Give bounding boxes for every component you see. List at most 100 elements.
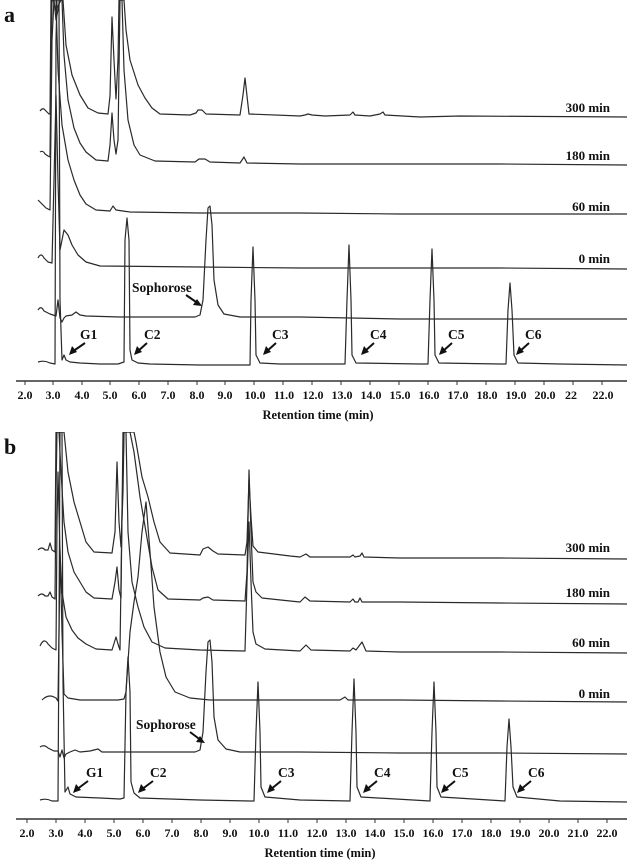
svg-text:10.0: 10.0: [249, 826, 270, 840]
peak-label-c3: C3: [272, 327, 289, 342]
svg-text:20.0: 20.0: [539, 826, 560, 840]
svg-text:22.0: 22.0: [597, 826, 618, 840]
peak-label-sophorose: Sophorose: [132, 280, 192, 295]
svg-text:6.0: 6.0: [136, 826, 151, 840]
peak-label-c5: C5: [448, 327, 465, 342]
svg-text:19.0: 19.0: [510, 826, 531, 840]
x-axis-title: Retention time (min): [264, 846, 375, 860]
svg-text:2.0: 2.0: [20, 826, 35, 840]
peak-label-sophorose: Sophorose: [136, 717, 196, 732]
trace-0min: [41, 501, 628, 703]
svg-text:11.0: 11.0: [274, 388, 294, 402]
x-axis-tick-labels: 2.0 3.0 4.0 5.0 6.0 7.0 8.0 9.0 10.0 11.…: [20, 826, 618, 840]
svg-text:12.0: 12.0: [307, 826, 328, 840]
svg-text:22.0: 22.0: [593, 388, 614, 402]
svg-text:2.0: 2.0: [18, 388, 33, 402]
trace-300min: [37, 432, 628, 560]
svg-text:7.0: 7.0: [165, 826, 180, 840]
svg-text:16.0: 16.0: [419, 388, 440, 402]
svg-text:13.0: 13.0: [332, 388, 353, 402]
peak-label-c2: C2: [144, 327, 161, 342]
svg-text:16.0: 16.0: [423, 826, 444, 840]
svg-text:9.0: 9.0: [223, 826, 238, 840]
svg-text:15.0: 15.0: [394, 826, 415, 840]
chromatogram-plot: 300 min 180 min 60 min 0 min Sophorose G…: [16, 0, 628, 422]
svg-text:5.0: 5.0: [103, 388, 118, 402]
svg-text:12.0: 12.0: [303, 388, 324, 402]
trace-sophorose-standard: [37, 205, 627, 323]
trace-oligosaccharide-standards: [37, 0, 628, 366]
trace-label-0min: 0 min: [579, 251, 611, 266]
trace-180min: [39, 0, 628, 166]
trace-0min: [37, 94, 628, 270]
chromatogram-panel-a: a 300 min 180 min 60 min 0 min Sophorose…: [4, 0, 628, 422]
chromatogram-plot: 300 min 180 min 60 min 0 min Sophorose G…: [16, 432, 628, 860]
svg-text:5.0: 5.0: [107, 826, 122, 840]
arrowhead-icon: [73, 784, 81, 793]
svg-text:21.0: 21.0: [568, 826, 589, 840]
svg-text:9.0: 9.0: [218, 388, 233, 402]
peak-label-g1: G1: [86, 765, 104, 780]
svg-text:19.0: 19.0: [506, 388, 527, 402]
x-axis-ticks: [24, 381, 603, 385]
svg-text:14.0: 14.0: [365, 826, 386, 840]
arrowhead-icon: [441, 784, 449, 793]
arrowhead-icon: [263, 346, 271, 355]
arrowhead-icon: [361, 346, 369, 355]
arrowhead-icon: [69, 346, 77, 355]
trace-label-0min: 0 min: [579, 686, 611, 701]
trace-label-60min: 60 min: [572, 199, 611, 214]
svg-text:4.0: 4.0: [75, 388, 90, 402]
peak-label-g1: G1: [80, 327, 98, 342]
trace-sophorose-standard: [39, 639, 628, 759]
x-axis-title: Retention time (min): [262, 408, 373, 422]
svg-text:8.0: 8.0: [194, 826, 209, 840]
svg-text:13.0: 13.0: [336, 826, 357, 840]
arrowhead-icon: [363, 784, 371, 793]
arrowhead-icon: [134, 346, 142, 355]
x-axis-ticks: [26, 819, 608, 823]
trace-300min: [39, 0, 628, 118]
arrowhead-icon: [439, 346, 447, 355]
trace-label-300min: 300 min: [566, 100, 611, 115]
trace-label-180min: 180 min: [566, 148, 611, 163]
trace-oligosaccharide-standards: [39, 432, 628, 803]
svg-text:20.0: 20.0: [535, 388, 556, 402]
peak-label-c3: C3: [278, 765, 295, 780]
svg-text:11.0: 11.0: [278, 826, 298, 840]
svg-text:6.0: 6.0: [132, 388, 147, 402]
arrowhead-icon: [517, 784, 525, 793]
arrowhead-icon: [138, 784, 146, 793]
chromatogram-panel-b: b 300 min 180 min 60 min 0 min Sophorose…: [0, 432, 630, 864]
peak-label-c5: C5: [452, 765, 469, 780]
arrowhead-icon: [267, 784, 275, 793]
svg-text:17.0: 17.0: [448, 388, 469, 402]
peak-label-c2: C2: [150, 765, 167, 780]
svg-text:3.0: 3.0: [46, 388, 61, 402]
svg-text:18.0: 18.0: [481, 826, 502, 840]
trace-label-60min: 60 min: [572, 635, 611, 650]
svg-text:15.0: 15.0: [390, 388, 411, 402]
svg-text:17.0: 17.0: [452, 826, 473, 840]
arrowhead-icon: [196, 736, 205, 743]
svg-text:14.0: 14.0: [361, 388, 382, 402]
trace-180min: [37, 432, 628, 605]
peak-label-c6: C6: [528, 765, 545, 780]
svg-text:18.0: 18.0: [477, 388, 498, 402]
svg-text:4.0: 4.0: [78, 826, 93, 840]
panel-label: a: [4, 2, 15, 27]
trace-60min: [39, 432, 628, 654]
svg-text:22: 22: [565, 388, 577, 402]
svg-text:10.0: 10.0: [245, 388, 266, 402]
trace-label-180min: 180 min: [566, 585, 611, 600]
arrowhead-icon: [193, 299, 202, 306]
panel-label: b: [4, 434, 17, 459]
peak-label-c4: C4: [374, 765, 391, 780]
svg-text:3.0: 3.0: [49, 826, 64, 840]
peak-label-c4: C4: [370, 327, 387, 342]
arrowhead-icon: [516, 346, 524, 355]
x-axis-tick-labels: 2.0 3.0 4.0 5.0 6.0 7.0 8.0 9.0 10.0 11.…: [18, 388, 614, 402]
trace-60min: [37, 0, 627, 215]
svg-text:8.0: 8.0: [190, 388, 205, 402]
peak-label-c6: C6: [525, 327, 542, 342]
